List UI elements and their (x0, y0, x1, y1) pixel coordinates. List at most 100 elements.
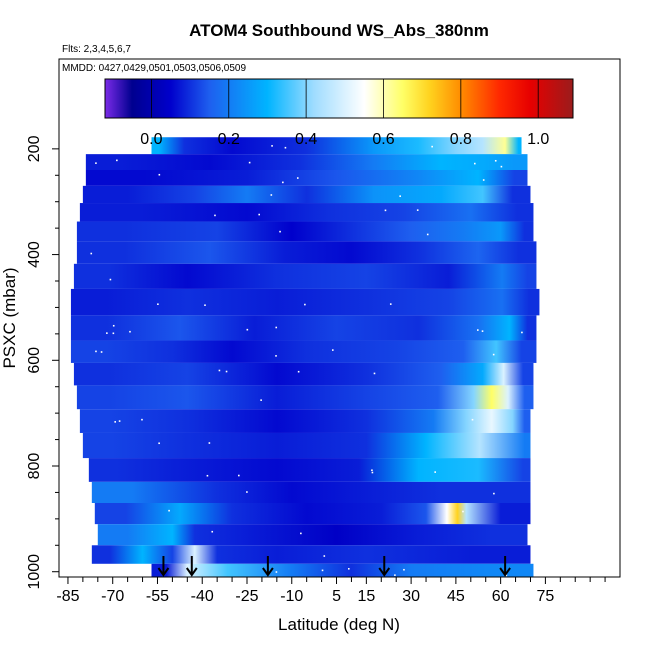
data-speck (500, 165, 503, 168)
data-speck (477, 329, 479, 331)
data-speck (116, 159, 118, 162)
data-speck (112, 324, 115, 327)
colorbar-tick-label: 0.4 (295, 131, 317, 148)
data-speck (300, 532, 302, 535)
colorbar-tick-label: 0.2 (218, 131, 240, 148)
x-tick-label: -10 (280, 588, 303, 605)
y-axis-label: PSXC (mbar) (0, 267, 19, 368)
data-speck (114, 421, 116, 423)
heatmap-band (70, 340, 537, 363)
y-axis: 200 400 600 800 1000 (26, 135, 59, 590)
data-speck (158, 442, 160, 445)
heatmap-band (151, 137, 522, 155)
data-speck (118, 420, 121, 422)
heatmap-band (79, 203, 534, 222)
arrow-head (262, 567, 274, 577)
x-tick-label: 60 (492, 588, 510, 605)
colorbar-tick-label: 0.0 (140, 131, 162, 148)
x-tick-label: 45 (447, 588, 465, 605)
data-speck (296, 177, 299, 179)
x-tick-label: 30 (402, 588, 420, 605)
data-speck (275, 326, 278, 329)
heatmap-band (85, 154, 528, 170)
heatmap-band (76, 385, 534, 410)
x-tick-label: -85 (56, 588, 79, 605)
arrow-head (378, 567, 391, 577)
data-speck (481, 330, 484, 332)
heatmap-band (82, 185, 531, 204)
heatmap-band (91, 545, 531, 564)
data-speck (248, 161, 251, 164)
data-speck (373, 372, 376, 375)
data-speck (282, 181, 284, 184)
data-speck (168, 509, 170, 512)
data-speck (371, 471, 374, 474)
heatmap-band (70, 288, 540, 316)
data-speck (348, 567, 350, 570)
data-speck (434, 471, 436, 473)
heatmap-band (79, 409, 531, 433)
heatmap-band (97, 524, 528, 546)
y-tick-label: 200 (26, 135, 43, 162)
data-speck (471, 418, 474, 421)
data-speck (258, 213, 260, 216)
data-speck (211, 530, 214, 533)
heatmap-band (73, 263, 537, 289)
heatmap-band (70, 315, 537, 341)
colorbar-tick-label: 1.0 (527, 131, 549, 148)
dates-subtitle: MMDD: 0427,0429,0501,0503,0506,0509 (62, 63, 246, 74)
arrow-head (185, 567, 198, 577)
data-speck (482, 179, 485, 181)
data-speck (218, 369, 221, 372)
heatmap-band (151, 563, 534, 577)
data-speck (225, 370, 228, 373)
data-speck (371, 469, 373, 472)
data-speck (275, 355, 277, 357)
data-speck (238, 474, 240, 477)
heatmap-band (91, 481, 531, 503)
y-tick-label: 600 (26, 347, 43, 374)
data-speck (95, 350, 97, 353)
x-axis-label: Latitude (deg N) (278, 615, 400, 634)
data-speck (109, 278, 112, 281)
data-speck (331, 349, 334, 351)
data-speck (270, 194, 273, 196)
flights-subtitle: Flts: 2,3,4,5,6,7 (62, 44, 131, 55)
x-tick-label: 75 (537, 588, 555, 605)
data-speck (275, 571, 278, 573)
data-speck (394, 574, 396, 576)
data-speck (246, 491, 248, 493)
data-speck (431, 145, 433, 148)
data-speck (129, 330, 131, 333)
data-speck (279, 230, 281, 233)
data-speck (246, 328, 249, 331)
data-speck (297, 370, 300, 373)
heatmap-band (85, 170, 528, 186)
data-speck (323, 555, 326, 557)
data-speck (494, 159, 497, 162)
data-speck (493, 492, 495, 495)
data-speck (95, 162, 97, 164)
data-speck (208, 442, 211, 444)
data-speck (100, 351, 103, 353)
data-speck (157, 303, 159, 306)
x-tick-label: -25 (235, 588, 258, 605)
arrow-head (157, 567, 170, 577)
heatmap-band (82, 432, 531, 459)
heatmap-band (76, 241, 537, 264)
data-speck (260, 399, 262, 401)
data-speck (462, 510, 464, 513)
x-tick-label: -40 (191, 588, 214, 605)
data-speck (521, 331, 523, 334)
x-tick-label: -55 (146, 588, 169, 605)
data-speck (473, 162, 476, 165)
data-speck (403, 568, 405, 571)
plot-frame (58, 58, 621, 578)
data-speck (426, 233, 429, 236)
heatmap-band (76, 221, 534, 242)
data-speck (304, 303, 306, 306)
x-tick-label: 5 (332, 588, 341, 605)
data-speck (384, 209, 387, 212)
data-speck (321, 569, 324, 572)
